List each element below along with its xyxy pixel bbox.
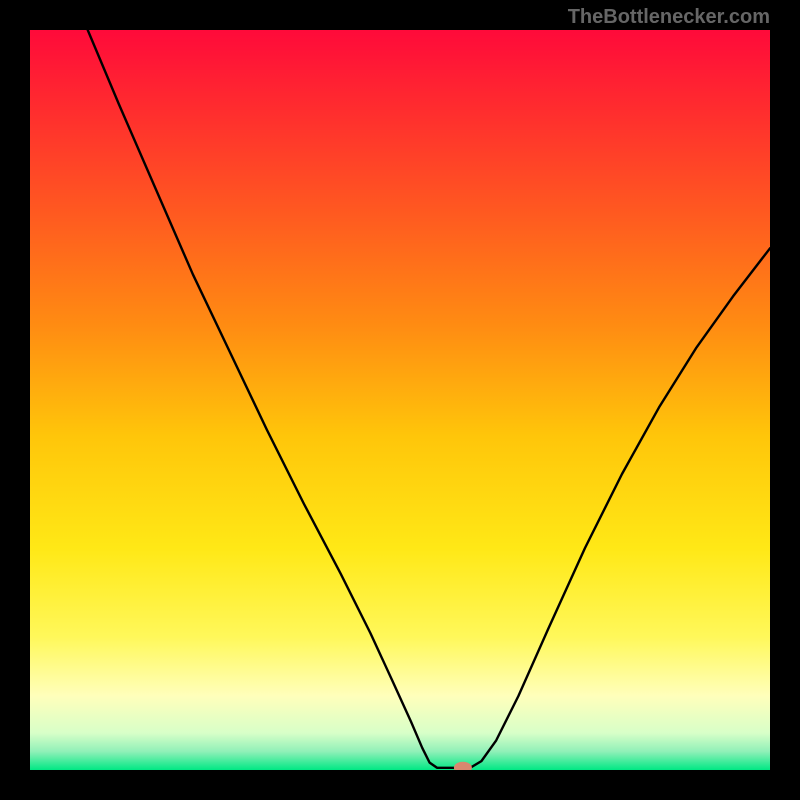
gradient-background (30, 30, 770, 770)
bottleneck-chart (30, 30, 770, 770)
watermark-text: TheBottlenecker.com (568, 6, 770, 29)
